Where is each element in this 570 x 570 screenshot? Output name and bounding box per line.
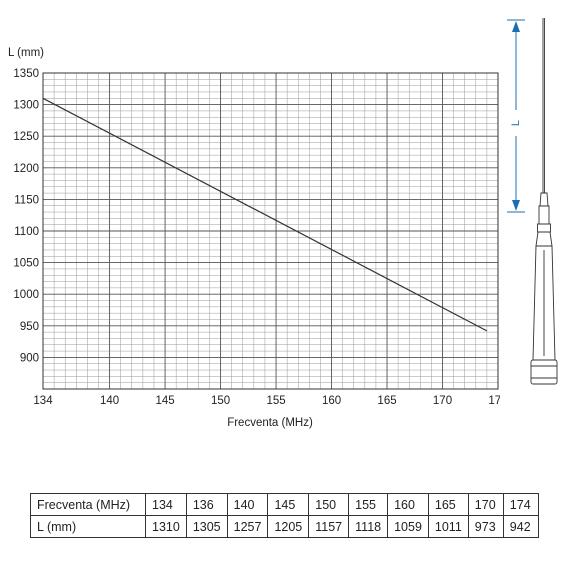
table-cell-length: 1157 (308, 515, 350, 538)
table-cell-length: 942 (502, 515, 539, 538)
y-tick-label: 1000 (13, 289, 39, 301)
table-cell-frequency: 150 (308, 493, 350, 516)
table-cell-frequency: 160 (387, 493, 429, 516)
length-vs-frequency-chart: 134 140 145 150 155 160 165 170 175 900 950 1000 10… (8, 47, 500, 429)
x-tick-label: 165 (377, 395, 396, 407)
x-tick-label: 155 (266, 395, 285, 407)
x-tick-labels: 134 140 145 150 155 160 165 170 175 (33, 395, 500, 407)
table-cell-frequency: 174 (502, 493, 539, 516)
y-tick-label: 1250 (13, 131, 39, 143)
y-tick-label: 1300 (13, 100, 39, 112)
x-tick-label: 145 (155, 395, 174, 407)
table-cell-length: 1205 (267, 515, 310, 538)
major-grid (42, 72, 499, 389)
y-tick-label: 1150 (14, 194, 39, 206)
table-cell-frequency: 140 (226, 493, 269, 516)
table-cell-length: 1305 (185, 515, 228, 538)
x-tick-label: 140 (100, 395, 119, 407)
x-tick-label: 134 (33, 395, 53, 407)
table-cell-frequency: 145 (267, 493, 310, 516)
y-tick-labels: 900 950 1000 1050 1100 1150 1200 1250 1300 1350 (13, 68, 39, 364)
table-cell-frequency: 170 (467, 493, 504, 516)
dimension-label: L (510, 120, 522, 126)
table-cell-length: 1118 (348, 515, 389, 538)
y-tick-label: 1350 (13, 68, 39, 80)
antenna-body (530, 18, 558, 385)
antenna-drawing: L (507, 18, 558, 385)
table-cell-length: 1257 (226, 515, 269, 538)
y-tick-label: 950 (20, 321, 39, 333)
table-cell-frequency: 136 (185, 493, 228, 516)
table-cell-length: 1310 (145, 515, 187, 538)
frequency-length-table: Frecventa (MHz) 134 136 140 145 150 155 160 165… (30, 493, 539, 538)
table-cell-frequency: 155 (348, 493, 389, 516)
series-line-0 (42, 97, 488, 332)
series-layer (42, 97, 488, 332)
arrow-up-icon (512, 21, 520, 32)
table-cell-length: 1059 (387, 515, 429, 538)
y-tick-label: 1200 (13, 163, 39, 175)
dimension-arrow: L (507, 19, 525, 213)
table-row: L (mm) 1310 1305 1257 1205 1157 1118 1059 1011 9… (30, 515, 539, 538)
table-header-length: L (mm) (30, 515, 146, 538)
table-cell-frequency: 165 (427, 493, 469, 516)
x-axis-label: Frecventa (MHz) (227, 417, 313, 429)
x-tick-label: 150 (211, 395, 230, 407)
y-axis-label: L (mm) (8, 47, 44, 59)
x-tick-label: 170 (433, 395, 452, 407)
plot-frame (42, 72, 499, 390)
y-tick-label: 1050 (13, 258, 39, 270)
table-cell-length: 973 (467, 515, 504, 538)
table-cell-frequency: 134 (145, 493, 187, 516)
y-tick-label: 900 (20, 352, 39, 364)
y-tick-label: 1100 (14, 226, 39, 238)
x-tick-label: 175 (488, 395, 500, 407)
table-header-frequency: Frecventa (MHz) (30, 493, 146, 516)
x-tick-label: 160 (322, 395, 341, 407)
table-row: Frecventa (MHz) 134 136 140 145 150 155 160 165… (30, 493, 539, 516)
table-cell-length: 1011 (427, 515, 469, 538)
arrow-down-icon (512, 200, 520, 211)
